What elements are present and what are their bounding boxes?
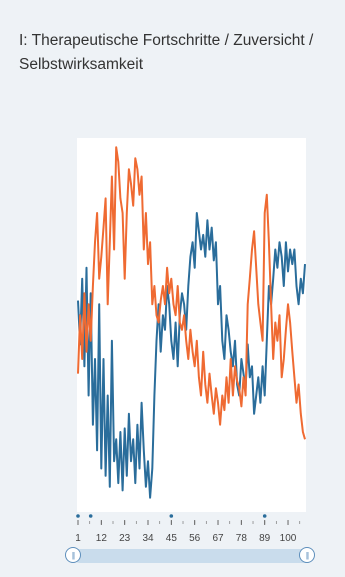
x-tick-label: 12 (96, 533, 108, 544)
pause-bars-icon: || (305, 550, 309, 560)
data-marker-dot (262, 514, 267, 518)
range-slider-start-handle[interactable]: || (65, 547, 81, 563)
x-tick-label: 78 (236, 533, 248, 544)
data-marker-dot (169, 514, 174, 518)
x-tick-label: 23 (119, 533, 131, 544)
range-slider-end-handle[interactable]: || (299, 547, 315, 563)
marker-layer (76, 514, 267, 518)
x-tick-label: 34 (142, 533, 154, 544)
chart-title: I: Therapeutische Fortschritte / Zuversi… (19, 32, 314, 73)
pause-bars-icon: || (71, 550, 75, 560)
data-marker-dot (76, 514, 80, 518)
x-tick-label: 67 (212, 533, 224, 544)
x-tick-label: 56 (189, 533, 201, 544)
x-axis: 1 12 23 34 45 56 67 78 89 100 (75, 520, 301, 544)
series-line-1 (77, 212, 306, 499)
series-line-2 (77, 146, 306, 440)
x-tick-label: 45 (166, 533, 178, 544)
x-tick-label: 100 (280, 533, 297, 544)
series-layer (77, 146, 306, 499)
range-slider-track[interactable] (73, 549, 313, 563)
x-tick-label: 1 (75, 533, 81, 544)
x-tick-label: 89 (259, 533, 271, 544)
data-marker-dot (88, 514, 93, 518)
